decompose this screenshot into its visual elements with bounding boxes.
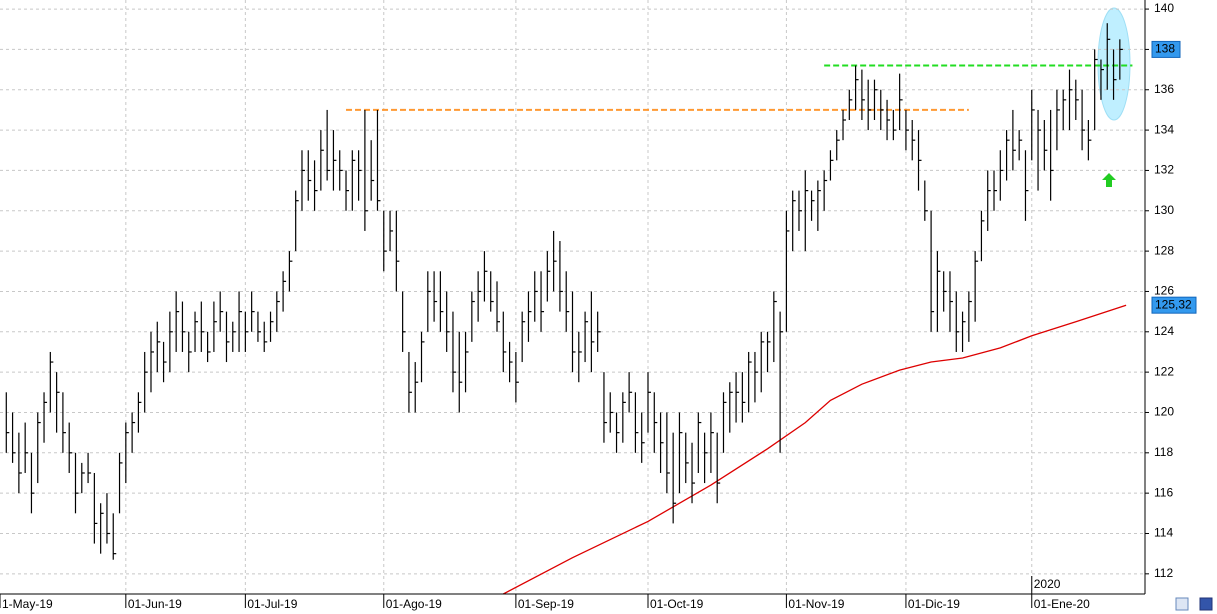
y-tick-label: 116 bbox=[1154, 485, 1173, 499]
y-tick-label: 134 bbox=[1154, 122, 1174, 136]
y-tick-label: 136 bbox=[1154, 82, 1174, 96]
toolbar-icon[interactable] bbox=[1175, 597, 1189, 611]
x-tick-label: 01-Sep-19 bbox=[518, 597, 574, 611]
x-tick-label: 01-Dic-19 bbox=[908, 597, 960, 611]
price-label: 125,32 bbox=[1155, 297, 1192, 311]
year-label: 2020 bbox=[1034, 577, 1061, 591]
x-tick-label: 1-May-19 bbox=[2, 597, 53, 611]
y-tick-label: 114 bbox=[1154, 526, 1173, 540]
y-tick-label: 140 bbox=[1154, 1, 1174, 15]
price-label: 138 bbox=[1155, 42, 1175, 56]
y-tick-label: 120 bbox=[1154, 405, 1174, 419]
y-tick-label: 124 bbox=[1154, 324, 1174, 338]
price-label-box bbox=[1151, 40, 1181, 58]
y-tick-label: 112 bbox=[1154, 566, 1173, 580]
x-tick-label: 01-Oct-19 bbox=[650, 597, 704, 611]
y-tick-label: 132 bbox=[1154, 163, 1174, 177]
plot-area bbox=[0, 0, 1145, 595]
x-tick-label: 01-Jun-19 bbox=[128, 597, 182, 611]
y-tick-label: 128 bbox=[1154, 243, 1174, 257]
up-arrow bbox=[1102, 173, 1116, 187]
save-icon[interactable] bbox=[1199, 597, 1213, 611]
y-tick-label: 122 bbox=[1154, 364, 1174, 378]
y-tick-label: 118 bbox=[1154, 445, 1173, 459]
x-tick-label: 01-Ene-20 bbox=[1034, 597, 1090, 611]
x-tick-label: 01-Ago-19 bbox=[386, 597, 442, 611]
x-tick-label: 01-Jul-19 bbox=[247, 597, 297, 611]
price-label-box bbox=[1151, 296, 1197, 314]
x-tick-label: 01-Nov-19 bbox=[788, 597, 844, 611]
moving-average-line bbox=[502, 304, 1127, 595]
y-tick-label: 130 bbox=[1154, 203, 1174, 217]
y-tick-label: 126 bbox=[1154, 284, 1174, 298]
